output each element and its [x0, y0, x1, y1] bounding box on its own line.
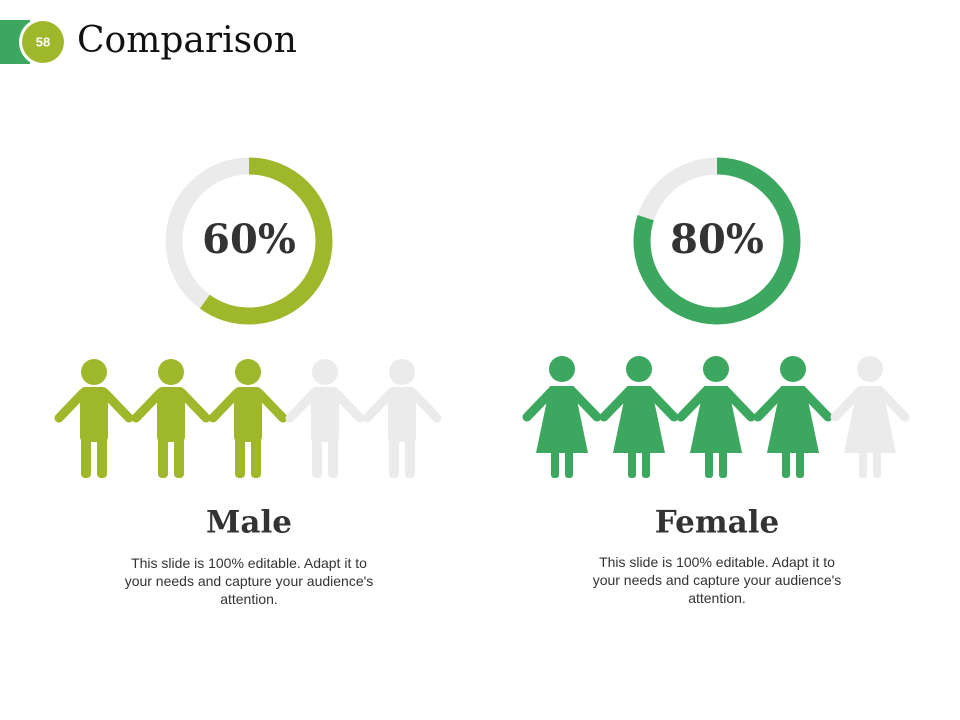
head: [857, 356, 883, 382]
arm: [567, 386, 602, 422]
arm: [362, 388, 396, 423]
person-icon: [54, 359, 134, 478]
panel-description: This slide is 100% editable. Adapt it to…: [592, 554, 842, 606]
arm: [676, 386, 711, 422]
donut-arc: [165, 157, 333, 325]
percent-label: 60%: [202, 216, 296, 263]
leg: [328, 436, 338, 478]
head: [158, 359, 184, 385]
person-icon: [285, 359, 365, 478]
leg: [174, 436, 184, 478]
person-icon: [753, 356, 833, 478]
leg: [235, 436, 245, 478]
arm: [54, 388, 88, 423]
arm: [131, 388, 165, 423]
leg: [389, 436, 399, 478]
slide-number: 58: [36, 34, 50, 49]
head: [81, 359, 107, 385]
dress: [844, 386, 896, 453]
arm: [798, 386, 833, 422]
torso: [311, 387, 339, 442]
dress: [690, 386, 742, 453]
dress: [767, 386, 819, 453]
head: [549, 356, 575, 382]
torso: [234, 387, 262, 442]
torso: [388, 387, 416, 442]
leg: [405, 436, 415, 478]
dress: [536, 386, 588, 453]
torso: [80, 387, 108, 442]
leg: [859, 448, 867, 478]
panel-name: Male: [206, 505, 292, 541]
slide-title: Comparison: [77, 20, 297, 61]
arm: [599, 386, 634, 422]
person-icon: [208, 359, 288, 478]
leg: [796, 448, 804, 478]
donut-arc: [633, 157, 801, 325]
person-icon: [599, 356, 679, 478]
percent-label: 80%: [670, 216, 764, 263]
panel-description: This slide is 100% editable. Adapt it to…: [124, 555, 374, 607]
person-icon: [830, 356, 910, 478]
arm: [254, 388, 288, 423]
arm: [408, 388, 442, 423]
person-icon: [522, 356, 602, 478]
head: [312, 359, 338, 385]
torso: [157, 387, 185, 442]
leg: [782, 448, 790, 478]
arm: [522, 386, 557, 422]
arm: [100, 388, 134, 423]
head: [780, 356, 806, 382]
person-icon: [676, 356, 756, 478]
badge: [22, 21, 64, 63]
arm: [208, 388, 242, 423]
leg: [705, 448, 713, 478]
panel-name: Female: [655, 505, 779, 541]
leg: [158, 436, 168, 478]
head: [703, 356, 729, 382]
arm: [331, 388, 365, 423]
head: [235, 359, 261, 385]
person-icon: [131, 359, 211, 478]
dress: [613, 386, 665, 453]
leg: [628, 448, 636, 478]
leg: [565, 448, 573, 478]
arm: [875, 386, 910, 422]
leg: [719, 448, 727, 478]
arm: [644, 386, 679, 422]
arm: [830, 386, 865, 422]
leg: [312, 436, 322, 478]
head: [389, 359, 415, 385]
head: [626, 356, 652, 382]
arm: [753, 386, 788, 422]
leg: [551, 448, 559, 478]
arm: [285, 388, 319, 423]
leg: [251, 436, 261, 478]
leg: [97, 436, 107, 478]
leg: [873, 448, 881, 478]
person-icon: [362, 359, 442, 478]
leg: [642, 448, 650, 478]
arm: [177, 388, 211, 423]
arm: [721, 386, 756, 422]
leg: [81, 436, 91, 478]
